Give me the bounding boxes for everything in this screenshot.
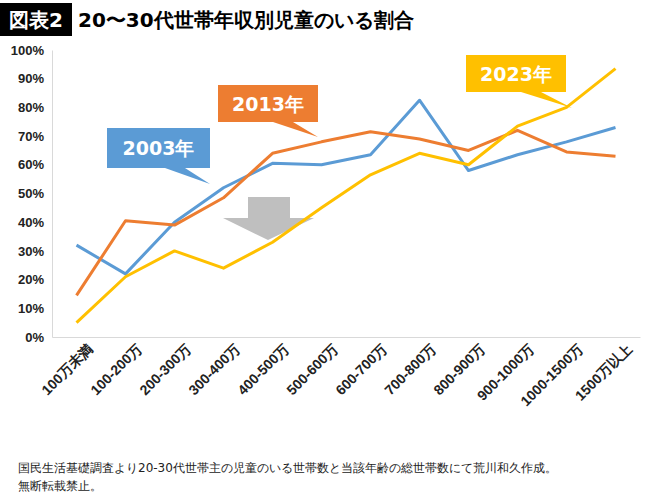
callout-label: 2023年 — [480, 63, 552, 85]
callout-label: 2003年 — [123, 137, 195, 159]
y-tick: 0% — [25, 330, 52, 345]
x-axis-line — [53, 337, 641, 338]
y-tick-label: 20% — [18, 272, 44, 287]
title: 20〜30代世帯年収別児童のいる割合 — [78, 8, 414, 32]
callout-box — [107, 128, 210, 184]
footnotes: 国民生活基礎調査より20-30代世帯主の児童のいる世帯数と当該年齢の総世帯数にて… — [18, 461, 557, 493]
x-tick-label: 100-200万 — [87, 340, 145, 398]
y-tick-label: 0% — [25, 330, 44, 345]
y-tick-label: 90% — [18, 71, 44, 86]
subtitle: 図表2 — [9, 8, 63, 32]
y-tick: 60% — [18, 157, 52, 172]
x-tick: 300-400万 — [185, 337, 243, 398]
y-tick: 50% — [18, 186, 52, 201]
footnote: 国民生活基礎調査より20-30代世帯主の児童のいる世帯数と当該年齢の総世帯数にて… — [18, 461, 557, 475]
y-tick-label: 30% — [18, 244, 44, 259]
y-tick: 80% — [18, 100, 52, 115]
series-line — [77, 69, 616, 323]
y-tick-label: 80% — [18, 100, 44, 115]
callout: 2023年 — [466, 55, 572, 108]
y-tick-label: 10% — [18, 301, 44, 316]
x-tick: 200-300万 — [136, 337, 194, 398]
x-tick-label: 1500万以上 — [572, 340, 635, 403]
y-tick-label: 100% — [11, 43, 45, 58]
y-axis: 0% 10% 20% 30% 40% 50% 60% 70% 80% 90% 100% — [11, 43, 53, 345]
callout-box — [466, 55, 572, 108]
x-tick-label: 1000-1500万 — [517, 340, 586, 409]
lines — [77, 69, 616, 323]
x-tick: 100-200万 — [87, 337, 145, 398]
y-tick: 20% — [18, 272, 52, 287]
x-tick-label: 300-400万 — [185, 340, 243, 398]
y-tick: 70% — [18, 129, 52, 144]
x-tick-label: 200-300万 — [136, 340, 194, 398]
y-axis-line — [52, 51, 53, 338]
x-axis: 100万未満100-200万200-300万300-400万400-500万50… — [38, 337, 640, 409]
y-tick-label: 40% — [18, 215, 44, 230]
x-tick-label: 600-700万 — [332, 340, 390, 398]
footnote: 無断転載禁止。 — [18, 479, 102, 493]
callout: 2003年 — [107, 128, 210, 184]
x-tick-label: 100万未満 — [38, 340, 96, 398]
x-tick: 500-600万 — [283, 337, 341, 398]
callouts: 2003年 2013年 2023年 — [107, 55, 572, 184]
arrow — [223, 197, 314, 240]
x-tick-label: 500-600万 — [283, 340, 341, 398]
y-tick: 10% — [18, 301, 52, 316]
x-tick: 1000-1500万 — [517, 337, 586, 409]
y-tick-label: 70% — [18, 129, 44, 144]
y-tick-label: 50% — [18, 186, 44, 201]
y-tick: 40% — [18, 215, 52, 230]
y-tick: 90% — [18, 71, 52, 86]
series-line — [77, 100, 616, 274]
header: 図表2 20〜30代世帯年収別児童のいる割合 — [0, 3, 414, 36]
callout-box — [218, 85, 318, 137]
chart: 図表2 20〜30代世帯年収別児童のいる割合 0% 10% 20% 30% 40% 50% 60… — [0, 0, 670, 496]
x-tick: 100万未満 — [38, 337, 96, 398]
x-tick: 400-500万 — [234, 337, 292, 398]
x-tick-label: 400-500万 — [234, 340, 292, 398]
subtitle-box — [0, 3, 72, 36]
x-tick: 1500万以上 — [572, 337, 635, 404]
y-tick: 30% — [18, 244, 52, 259]
callout-label: 2013年 — [232, 93, 304, 115]
y-tick-label: 60% — [18, 157, 44, 172]
series-line — [77, 130, 616, 295]
x-tick-label: 700-800万 — [381, 340, 439, 398]
callout: 2013年 — [218, 85, 318, 137]
x-tick: 700-800万 — [381, 337, 439, 398]
x-tick: 600-700万 — [332, 337, 390, 398]
y-tick: 100% — [11, 43, 52, 58]
